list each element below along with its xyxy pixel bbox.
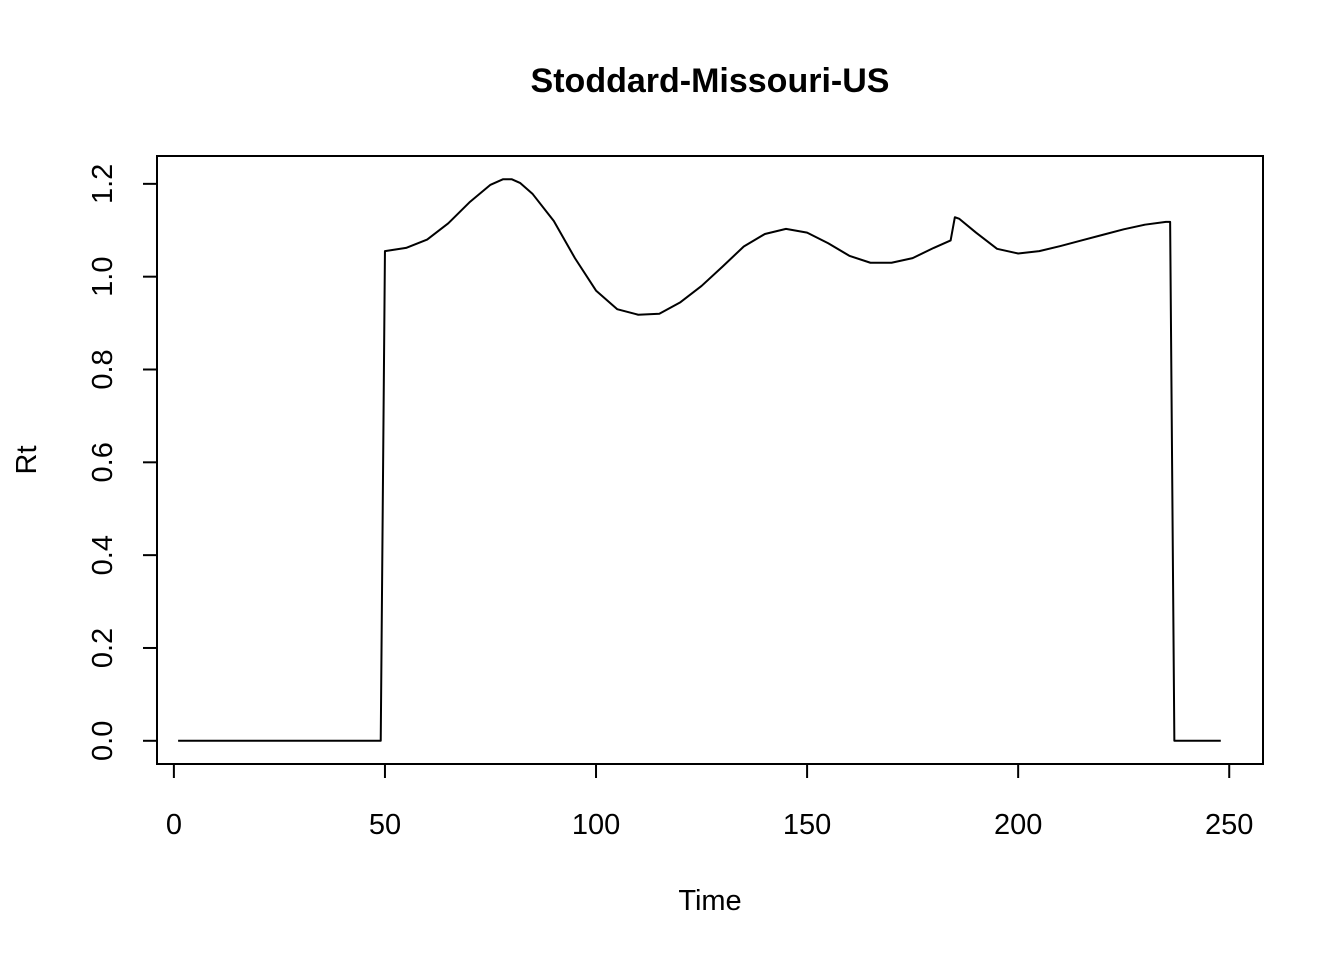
y-tick-label: 0.0 bbox=[87, 721, 119, 761]
x-tick-label: 200 bbox=[994, 809, 1042, 841]
y-tick-label: 0.4 bbox=[87, 535, 119, 575]
x-axis-label: Time bbox=[678, 885, 741, 917]
y-axis-label: Rt bbox=[11, 446, 43, 475]
y-axis: 0.0 0.2 0.4 0.6 0.8 1.0 1.2 bbox=[87, 164, 158, 761]
x-tick-label: 50 bbox=[369, 809, 401, 841]
y-tick-label: 0.6 bbox=[87, 442, 119, 482]
y-tick-label: 1.0 bbox=[87, 257, 119, 297]
rt-series-line bbox=[178, 178, 1221, 742]
x-tick-label: 0 bbox=[166, 809, 182, 841]
chart-title: Stoddard-Missouri-US bbox=[531, 62, 890, 100]
series-layer bbox=[178, 178, 1221, 742]
y-tick-label: 0.8 bbox=[87, 349, 119, 389]
x-axis: 0 50 100 150 200 250 bbox=[166, 763, 1253, 841]
y-tick-label: 0.2 bbox=[87, 628, 119, 668]
x-tick-label: 100 bbox=[572, 809, 620, 841]
x-tick-label: 150 bbox=[783, 809, 831, 841]
x-tick-label: 250 bbox=[1205, 809, 1253, 841]
plot-frame bbox=[156, 155, 1264, 765]
y-tick-label: 1.2 bbox=[87, 164, 119, 204]
